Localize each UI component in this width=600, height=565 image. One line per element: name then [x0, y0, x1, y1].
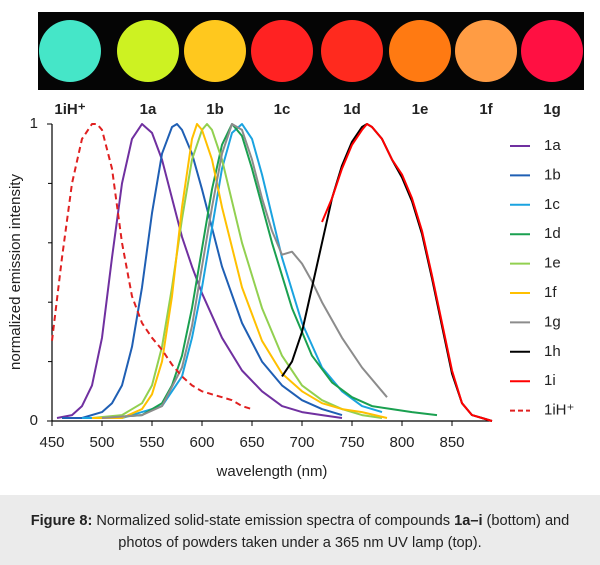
x-tick-label: 650: [239, 434, 264, 451]
sample-label: 1e: [412, 101, 429, 118]
x-tick-label: 700: [289, 434, 314, 451]
sample-disk: [251, 20, 313, 82]
legend-label: 1b: [544, 166, 561, 183]
legend-label: 1iH⁺: [544, 402, 574, 419]
sample-disk: [521, 20, 583, 82]
legend-label: 1c: [544, 196, 560, 213]
series-line: [101, 123, 388, 419]
x-tick-label: 800: [389, 434, 414, 451]
x-axis-label: wavelength (nm): [216, 463, 328, 480]
legend-label: 1d: [544, 225, 561, 242]
series-line: [281, 123, 493, 422]
series-line: [51, 123, 253, 411]
caption-text: (bottom) and photos of powders taken und…: [118, 513, 570, 551]
sample-disk: [321, 20, 383, 82]
sample-label: 1c: [274, 101, 291, 118]
sample-label: 1g: [543, 101, 561, 118]
y-axis-label: normalized emission intensity: [7, 174, 24, 370]
sample-label: 1f: [479, 101, 493, 118]
series-line: [56, 123, 343, 419]
series-line: [101, 123, 438, 419]
series-line: [91, 123, 383, 419]
caption: Figure 8: Normalized solid-state emissio…: [0, 495, 600, 565]
legend-label: 1h: [544, 343, 561, 360]
legend-label: 1e: [544, 255, 561, 272]
sample-label: 1a: [140, 101, 157, 118]
x-tick-label: 500: [89, 434, 114, 451]
sample-label: 1iH⁺: [54, 101, 85, 118]
x-tick-label: 850: [439, 434, 464, 451]
sample-disk: [184, 20, 246, 82]
sample-disk: [117, 20, 179, 82]
caption-bold: 1a–i: [454, 513, 483, 529]
legend-label: 1a: [544, 137, 561, 154]
series-line: [321, 123, 493, 422]
figure: wavelength (nm) normalized emission inte…: [7, 12, 584, 480]
sample-disk: [39, 20, 101, 82]
y-tick-label: 1: [30, 115, 38, 132]
series-line: [62, 123, 343, 419]
caption-text: Normalized solid-state emission spectra …: [92, 513, 455, 529]
sample-disk: [455, 20, 517, 82]
series-line: [82, 123, 383, 419]
x-tick-label: 450: [39, 434, 64, 451]
sample-disk: [389, 20, 451, 82]
legend-label: 1f: [544, 284, 557, 301]
x-tick-label: 550: [139, 434, 164, 451]
x-tick-label: 750: [339, 434, 364, 451]
y-tick-label: 0: [30, 412, 38, 429]
series-line: [92, 123, 388, 419]
sample-label: 1b: [206, 101, 224, 118]
legend-label: 1i: [544, 372, 556, 389]
legend-label: 1g: [544, 313, 561, 330]
x-tick-label: 600: [189, 434, 214, 451]
sample-label: 1d: [343, 101, 361, 118]
caption-label: Figure 8:: [30, 513, 93, 529]
